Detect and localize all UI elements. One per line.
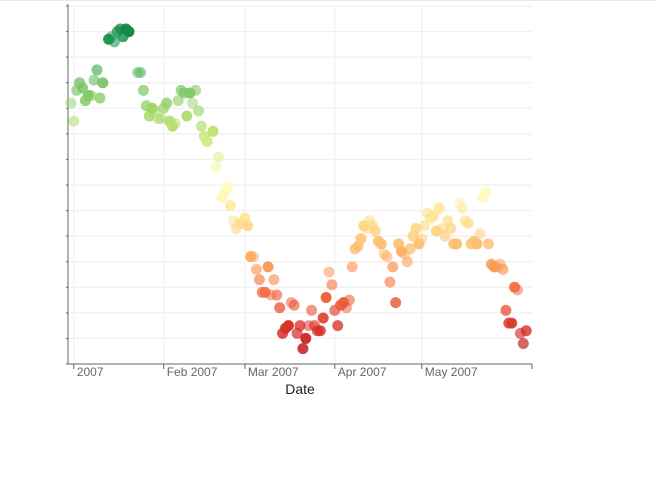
- data-point: [323, 266, 335, 278]
- data-point: [271, 289, 283, 301]
- data-point: [326, 279, 338, 291]
- data-points: [65, 23, 532, 355]
- top-divider: [0, 0, 656, 1]
- data-point: [85, 90, 97, 101]
- data-point: [161, 97, 173, 109]
- data-point: [155, 113, 167, 125]
- data-point: [248, 251, 260, 263]
- data-point: [474, 228, 486, 240]
- data-point: [439, 230, 451, 242]
- data-point: [483, 238, 494, 250]
- x-axis-ticks: 2007 Feb 2007 Mar 2007 Apr 2007 May 2007: [73, 364, 533, 379]
- data-point: [251, 263, 262, 275]
- data-point: [77, 82, 88, 94]
- x-tick-label: Apr 2007: [338, 365, 387, 379]
- data-point: [282, 320, 294, 332]
- data-point: [355, 233, 367, 245]
- data-point: [404, 243, 416, 255]
- data-point: [262, 261, 274, 273]
- axes: [67, 4, 532, 365]
- data-point: [94, 92, 106, 104]
- data-point: [480, 187, 492, 199]
- data-point: [201, 136, 213, 148]
- data-point: [317, 312, 329, 324]
- data-point: [242, 220, 254, 232]
- data-point: [445, 222, 457, 234]
- x-tick-label: Mar 2007: [248, 365, 299, 379]
- data-point: [410, 222, 422, 234]
- data-point: [181, 110, 193, 122]
- data-point: [451, 238, 463, 250]
- data-point: [419, 220, 431, 232]
- data-point: [462, 217, 474, 229]
- x-tick-label: 2007: [77, 365, 104, 379]
- data-point: [384, 276, 396, 288]
- data-point: [332, 320, 344, 332]
- x-tick-label: May 2007: [425, 365, 478, 379]
- data-point: [497, 263, 509, 275]
- data-point: [137, 84, 149, 96]
- data-point: [517, 338, 529, 350]
- data-point: [222, 182, 233, 194]
- data-point: [193, 105, 204, 117]
- data-point: [169, 118, 181, 130]
- data-point: [135, 66, 146, 78]
- data-point: [91, 64, 103, 76]
- data-point: [123, 26, 135, 38]
- data-point: [306, 304, 318, 316]
- data-point: [210, 161, 222, 173]
- data-point: [213, 151, 225, 163]
- data-point: [500, 304, 512, 316]
- data-point: [375, 238, 387, 250]
- data-point: [320, 292, 332, 304]
- data-point: [190, 84, 202, 96]
- data-point: [300, 332, 312, 344]
- data-point: [381, 251, 393, 263]
- data-point: [456, 202, 468, 214]
- data-point: [506, 317, 518, 329]
- data-point: [369, 225, 381, 237]
- data-point: [68, 115, 80, 127]
- data-point: [471, 238, 483, 250]
- data-point: [88, 74, 100, 86]
- data-point: [512, 284, 523, 296]
- data-point: [346, 261, 358, 273]
- data-point: [416, 233, 428, 245]
- data-point: [520, 325, 532, 337]
- data-point: [294, 320, 306, 332]
- y-axis-ticks: [66, 5, 68, 365]
- data-point: [97, 77, 109, 89]
- data-point: [401, 256, 413, 268]
- data-point: [187, 97, 199, 109]
- gridlines: [68, 5, 532, 364]
- data-point: [297, 343, 309, 355]
- data-point: [390, 297, 402, 309]
- data-point: [108, 36, 120, 48]
- data-point: [172, 95, 184, 107]
- data-point: [207, 125, 219, 137]
- data-point: [224, 199, 236, 211]
- data-point: [427, 210, 439, 222]
- x-tick-label: Feb 2007: [167, 365, 218, 379]
- data-point: [274, 302, 286, 314]
- data-point: [288, 299, 300, 311]
- data-point: [433, 202, 445, 214]
- x-axis-title: Date: [285, 381, 315, 397]
- data-point: [65, 97, 77, 109]
- data-point: [253, 274, 265, 286]
- data-point: [343, 294, 355, 306]
- data-point: [387, 261, 399, 273]
- data-point: [195, 120, 207, 132]
- data-point: [268, 274, 280, 286]
- data-point: [314, 325, 326, 337]
